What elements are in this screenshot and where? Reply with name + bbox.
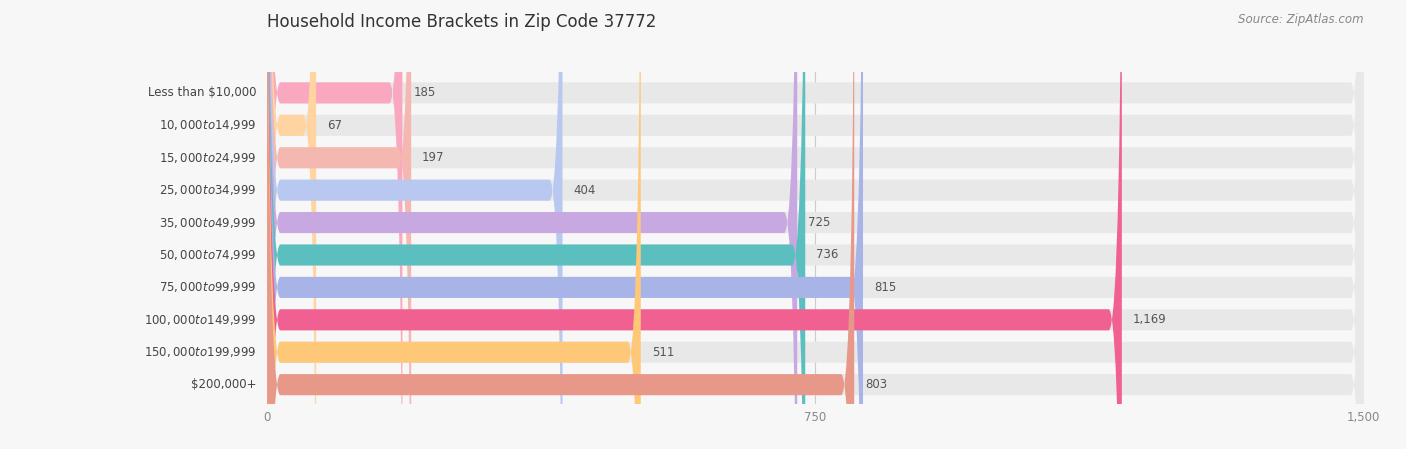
FancyBboxPatch shape [267,0,863,449]
FancyBboxPatch shape [267,0,1364,449]
FancyBboxPatch shape [267,0,1364,449]
FancyBboxPatch shape [267,0,1122,449]
Text: 725: 725 [808,216,831,229]
Text: 67: 67 [328,119,342,132]
FancyBboxPatch shape [267,0,1364,449]
FancyBboxPatch shape [267,0,1364,449]
Text: Household Income Brackets in Zip Code 37772: Household Income Brackets in Zip Code 37… [267,13,657,31]
FancyBboxPatch shape [267,0,316,449]
FancyBboxPatch shape [267,0,1364,449]
Text: $200,000+: $200,000+ [191,378,256,391]
Text: $15,000 to $24,999: $15,000 to $24,999 [159,151,256,165]
FancyBboxPatch shape [267,0,1364,449]
Text: Source: ZipAtlas.com: Source: ZipAtlas.com [1239,13,1364,26]
FancyBboxPatch shape [267,0,797,449]
Text: $50,000 to $74,999: $50,000 to $74,999 [159,248,256,262]
Text: $75,000 to $99,999: $75,000 to $99,999 [159,281,256,295]
Text: 815: 815 [875,281,896,294]
FancyBboxPatch shape [267,0,411,449]
Text: 197: 197 [422,151,444,164]
Text: 736: 736 [817,248,838,261]
Text: $100,000 to $149,999: $100,000 to $149,999 [143,313,256,327]
Text: Less than $10,000: Less than $10,000 [148,86,256,99]
Text: 803: 803 [865,378,887,391]
Text: 404: 404 [574,184,596,197]
Text: $150,000 to $199,999: $150,000 to $199,999 [143,345,256,359]
FancyBboxPatch shape [267,0,1364,449]
FancyBboxPatch shape [267,0,1364,449]
Text: 185: 185 [413,86,436,99]
FancyBboxPatch shape [267,0,641,449]
FancyBboxPatch shape [267,0,806,449]
FancyBboxPatch shape [267,0,1364,449]
FancyBboxPatch shape [267,0,402,449]
Text: 1,169: 1,169 [1133,313,1167,326]
FancyBboxPatch shape [267,0,562,449]
Text: $25,000 to $34,999: $25,000 to $34,999 [159,183,256,197]
Text: $35,000 to $49,999: $35,000 to $49,999 [159,216,256,229]
Text: $10,000 to $14,999: $10,000 to $14,999 [159,119,256,132]
FancyBboxPatch shape [267,0,1364,449]
FancyBboxPatch shape [267,0,855,449]
Text: 511: 511 [652,346,673,359]
